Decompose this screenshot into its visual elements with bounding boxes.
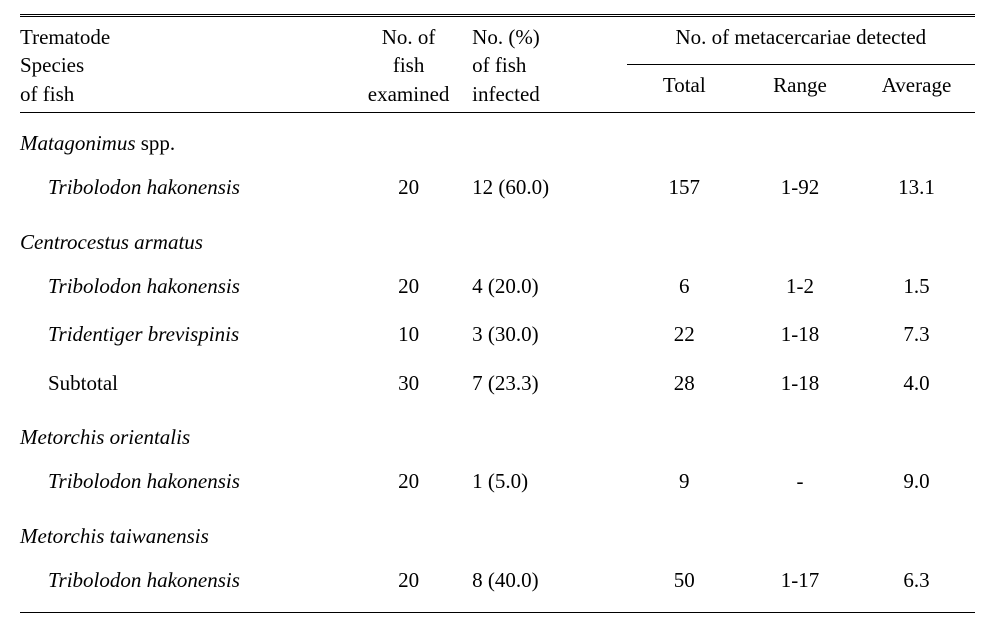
cell-species: Tribolodon hakonensis xyxy=(20,262,345,310)
cell-average: 1.5 xyxy=(858,262,975,310)
group-header: Matagonimus spp. xyxy=(20,113,975,164)
cell-species: Tribolodon hakonensis xyxy=(20,457,345,505)
group-header: Metorchis orientalis xyxy=(20,407,975,457)
header-range: Range xyxy=(742,65,858,112)
cell-infected: 4 (20.0) xyxy=(472,262,626,310)
cell-total: 6 xyxy=(627,262,742,310)
group-header: Centrocestus armatus xyxy=(20,212,975,262)
header-examined: No. of fish examined xyxy=(345,16,472,113)
table-body: Matagonimus spp.Tribolodon hakonensis201… xyxy=(20,113,975,613)
cell-range: 1-18 xyxy=(742,310,858,358)
table-row: Tribolodon hakonensis2012 (60.0)1571-921… xyxy=(20,163,975,211)
group-name: Metorchis taiwanensis xyxy=(20,506,975,556)
cell-average: 6.3 xyxy=(858,556,975,612)
cell-average: 13.1 xyxy=(858,163,975,211)
cell-range: - xyxy=(742,457,858,505)
group-name-italic: Metorchis orientalis xyxy=(20,425,190,449)
trematode-table: Trematode Species of fish No. of fish ex… xyxy=(20,14,975,613)
cell-total: 22 xyxy=(627,310,742,358)
cell-range: 1-2 xyxy=(742,262,858,310)
table-row: Tridentiger brevispinis103 (30.0)221-187… xyxy=(20,310,975,358)
table-row: Tribolodon hakonensis208 (40.0)501-176.3 xyxy=(20,556,975,612)
cell-average: 4.0 xyxy=(858,359,975,407)
cell-infected: 1 (5.0) xyxy=(472,457,626,505)
cell-total: 28 xyxy=(627,359,742,407)
cell-average: 7.3 xyxy=(858,310,975,358)
cell-examined: 10 xyxy=(345,310,472,358)
cell-species: Tribolodon hakonensis xyxy=(20,163,345,211)
cell-infected: 8 (40.0) xyxy=(472,556,626,612)
cell-species: Tridentiger brevispinis xyxy=(20,310,345,358)
table-bottom-rule xyxy=(20,612,975,613)
group-name-italic: Metorchis taiwanensis xyxy=(20,524,209,548)
hdr-exam-l2: fish xyxy=(393,53,425,77)
header-row-1: Trematode Species of fish No. of fish ex… xyxy=(20,16,975,65)
table-row: Tribolodon hakonensis204 (20.0)61-21.5 xyxy=(20,262,975,310)
hdr-exam-l3: examined xyxy=(368,82,450,106)
header-detected-span: No. of metacercariae detected xyxy=(627,16,975,65)
cell-infected: 3 (30.0) xyxy=(472,310,626,358)
cell-range: 1-17 xyxy=(742,556,858,612)
hdr-inf-l1: No. (%) xyxy=(472,25,540,49)
cell-examined: 20 xyxy=(345,556,472,612)
group-name: Centrocestus armatus xyxy=(20,212,975,262)
cell-range: 1-18 xyxy=(742,359,858,407)
hdr-exam-l1: No. of xyxy=(382,25,436,49)
header-species: Trematode Species of fish xyxy=(20,16,345,113)
hdr-species-l3: of fish xyxy=(20,82,74,106)
table-row: Tribolodon hakonensis201 (5.0)9-9.0 xyxy=(20,457,975,505)
header-average: Average xyxy=(858,65,975,112)
cell-examined: 30 xyxy=(345,359,472,407)
cell-average: 9.0 xyxy=(858,457,975,505)
hdr-species-l2: Species xyxy=(20,53,84,77)
group-name: Metorchis orientalis xyxy=(20,407,975,457)
cell-species: Subtotal xyxy=(20,359,345,407)
group-name-italic: Centrocestus armatus xyxy=(20,230,203,254)
cell-total: 157 xyxy=(627,163,742,211)
header-total: Total xyxy=(627,65,742,112)
cell-examined: 20 xyxy=(345,457,472,505)
cell-total: 9 xyxy=(627,457,742,505)
cell-infected: 7 (23.3) xyxy=(472,359,626,407)
group-name-plain: spp. xyxy=(136,131,176,155)
cell-examined: 20 xyxy=(345,163,472,211)
cell-range: 1-92 xyxy=(742,163,858,211)
header-infected: No. (%) of fish infected xyxy=(472,16,626,113)
group-name: Matagonimus spp. xyxy=(20,113,975,164)
group-name-italic: Matagonimus xyxy=(20,131,136,155)
cell-species: Tribolodon hakonensis xyxy=(20,556,345,612)
hdr-inf-l2: of fish xyxy=(472,53,526,77)
hdr-inf-l3: infected xyxy=(472,82,540,106)
group-header: Metorchis taiwanensis xyxy=(20,506,975,556)
hdr-species-l1: Trematode xyxy=(20,25,110,49)
table-row: Subtotal307 (23.3)281-184.0 xyxy=(20,359,975,407)
cell-examined: 20 xyxy=(345,262,472,310)
cell-total: 50 xyxy=(627,556,742,612)
cell-infected: 12 (60.0) xyxy=(472,163,626,211)
